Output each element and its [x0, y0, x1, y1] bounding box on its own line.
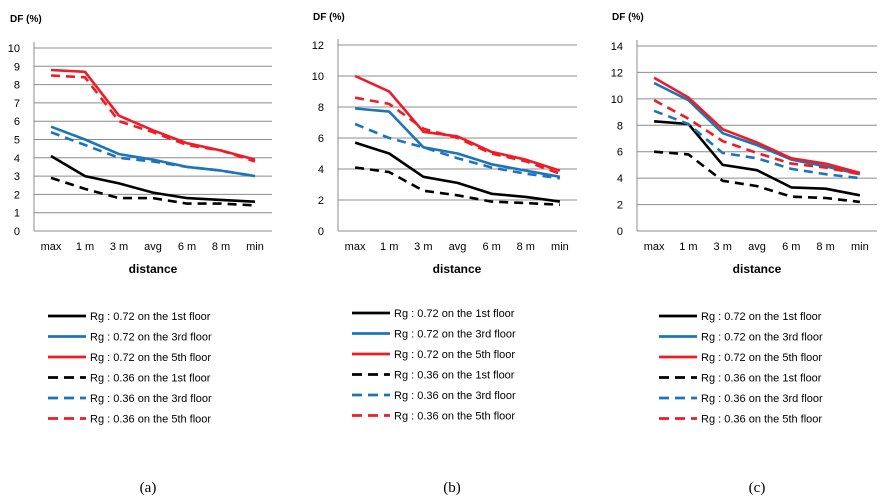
chart-panel-c: DF (%) 0 2 4 6 8 10 12 14 max 1 m 3 m avg 6 m 8 m min di…: [611, 12, 877, 496]
legend-label: Rg : 0.36 on the 3rd floor: [701, 393, 823, 405]
x-tick-label: avg: [144, 241, 162, 253]
y-tick-label: 0: [318, 226, 324, 238]
series-line-2: [50, 125, 256, 178]
legend: Rg : 0.72 on the 1st floor Rg : 0.72 on t…: [352, 308, 516, 423]
y-tick-label: 8: [318, 102, 324, 114]
legend-label: Rg : 0.36 on the 1st floor: [394, 370, 515, 382]
series-line-6: [50, 74, 256, 163]
legend-label: Rg : 0.36 on the 1st floor: [90, 373, 211, 385]
legend-label: Rg : 0.72 on the 5th floor: [394, 349, 515, 361]
y-tick-label: 14: [611, 41, 623, 53]
y-tick-label: 5: [14, 135, 20, 147]
y-tick-label: 2: [318, 195, 324, 207]
x-tick-label: 1 m: [380, 241, 398, 253]
y-tick-label: 1: [14, 208, 20, 220]
y-tick-label: 6: [14, 116, 20, 128]
y-tick-label: 8: [617, 120, 623, 132]
legend-label: Rg : 0.72 on the 1st floor: [90, 311, 211, 323]
series-line-1: [653, 120, 861, 197]
series-line-6: [653, 99, 861, 176]
x-tick-label: 1 m: [679, 241, 697, 253]
y-tick-label: 12: [312, 40, 324, 52]
series-line-5: [653, 109, 861, 180]
y-tick-label: 3: [14, 171, 20, 183]
y-tick-label: 6: [617, 147, 623, 159]
panel-label: (c): [749, 480, 766, 496]
legend-label: Rg : 0.72 on the 5th floor: [90, 352, 211, 364]
y-tick-label: 10: [8, 43, 20, 55]
series-line-6: [354, 96, 561, 175]
panel-label: (b): [443, 480, 461, 496]
y-tick-label: 6: [318, 133, 324, 145]
y-tick-label: 4: [617, 173, 623, 185]
legend: Rg : 0.72 on the 1st floor Rg : 0.72 on t…: [48, 311, 212, 426]
y-tick-label: 2: [14, 189, 20, 201]
series-line-3: [354, 74, 561, 172]
y-tick-label: 4: [318, 164, 324, 176]
y-tick-label: 0: [14, 226, 20, 238]
legend-label: Rg : 0.72 on the 1st floor: [394, 308, 515, 320]
x-tick-label: 8 m: [517, 241, 535, 253]
y-tick-label: 9: [14, 61, 20, 73]
series-line-3: [50, 68, 256, 161]
series-line-4: [50, 176, 256, 207]
legend-label: Rg : 0.36 on the 3rd floor: [90, 393, 212, 405]
x-tick-label: 6 m: [782, 241, 800, 253]
x-tick-label: avg: [748, 241, 766, 253]
y-axis-title: DF (%): [313, 12, 345, 23]
x-tick-label: 3 m: [110, 241, 128, 253]
series-line-1: [50, 154, 256, 203]
legend-label: Rg : 0.36 on the 5th floor: [394, 411, 515, 423]
x-tick-label: 1 m: [76, 241, 94, 253]
panel-label: (a): [140, 480, 157, 496]
y-tick-label: 12: [611, 67, 623, 79]
x-tick-label: max: [345, 241, 366, 253]
y-tick-label: 8: [14, 80, 20, 92]
y-tick-label: 0: [617, 226, 623, 238]
y-tick-label: 10: [611, 94, 623, 106]
x-tick-label: min: [851, 241, 869, 253]
y-tick-label: 4: [14, 153, 20, 165]
y-tick-label: 2: [617, 200, 623, 212]
x-axis-title: distance: [129, 262, 178, 276]
x-tick-label: 6 m: [178, 241, 196, 253]
x-tick-label: avg: [449, 241, 467, 253]
series-line-2: [354, 107, 561, 179]
y-axis-title: DF (%): [10, 14, 42, 25]
x-tick-label: 8 m: [212, 241, 230, 253]
legend-label: Rg : 0.72 on the 3rd floor: [701, 332, 823, 344]
legend-label: Rg : 0.36 on the 1st floor: [701, 373, 822, 385]
x-tick-label: 3 m: [414, 241, 432, 253]
x-axis-title: distance: [733, 262, 782, 276]
x-tick-label: max: [41, 241, 62, 253]
legend: Rg : 0.72 on the 1st floor Rg : 0.72 on t…: [659, 311, 823, 426]
y-tick-label: 7: [14, 98, 20, 110]
x-tick-label: 6 m: [482, 241, 500, 253]
legend-label: Rg : 0.36 on the 5th floor: [90, 414, 211, 426]
series-line-1: [354, 141, 561, 203]
x-tick-label: min: [246, 241, 264, 253]
y-tick-label: 10: [312, 71, 324, 83]
chart-panel-a: DF (%) 0 1 2 3 4 5 6 7 8 9 10 max 1 m 3 m avg 6 m 8 m min d…: [8, 14, 272, 496]
series-line-5: [50, 130, 256, 178]
legend-label: Rg : 0.36 on the 3rd floor: [394, 390, 516, 402]
series-line-4: [354, 166, 560, 206]
legend-label: Rg : 0.36 on the 5th floor: [701, 414, 822, 426]
legend-label: Rg : 0.72 on the 5th floor: [701, 352, 822, 364]
series-line-5: [354, 122, 561, 180]
legend-label: Rg : 0.72 on the 3rd floor: [394, 329, 516, 341]
x-tick-label: 8 m: [816, 241, 834, 253]
legend-label: Rg : 0.72 on the 3rd floor: [90, 332, 212, 344]
x-axis-title: distance: [433, 262, 482, 276]
y-axis-title: DF (%): [612, 12, 644, 23]
series-line-4: [653, 150, 861, 204]
x-tick-label: min: [551, 241, 569, 253]
series-line-3: [653, 76, 861, 175]
x-tick-label: max: [644, 241, 665, 253]
legend-label: Rg : 0.72 on the 1st floor: [701, 311, 822, 323]
chart-panel-b: DF (%) 0 2 4 6 8 10 12 max 1 m 3 m avg 6 m 8 m min dist…: [312, 12, 577, 496]
x-tick-label: 3 m: [714, 241, 732, 253]
